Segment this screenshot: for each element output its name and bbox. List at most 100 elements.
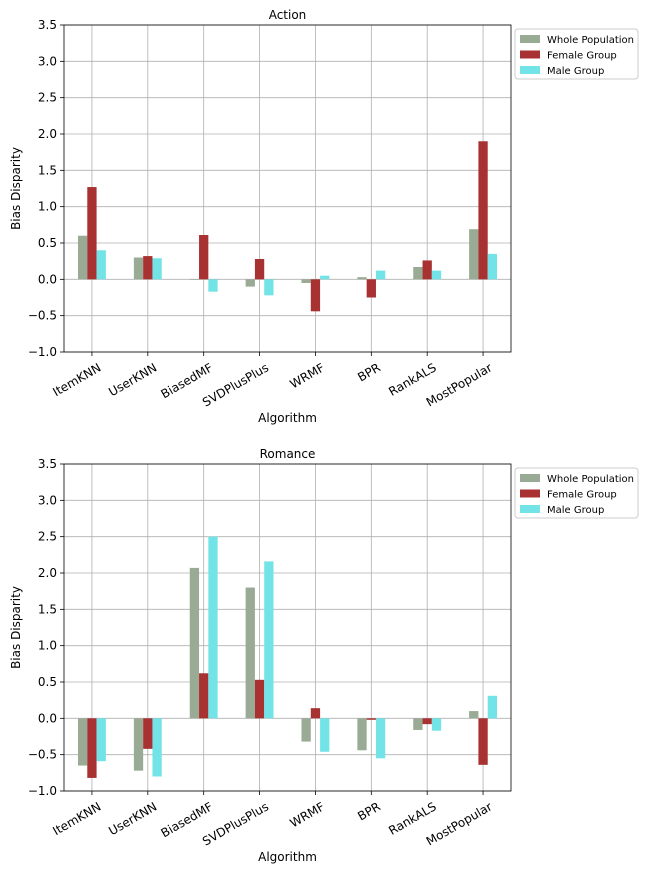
x-tick-label: UserKNN (106, 360, 159, 399)
bar-female-group (199, 673, 209, 719)
bar-male-group (431, 718, 442, 731)
y-tick-label: 2.0 (38, 127, 57, 141)
bar-male-group (431, 270, 442, 280)
bar-male-group (208, 279, 218, 292)
y-tick-label: 0.0 (38, 711, 57, 725)
legend-swatch (520, 489, 540, 498)
y-tick-label: 3.0 (38, 493, 57, 507)
plot-frame (63, 24, 512, 353)
bar-female-group (366, 718, 376, 720)
bar-female-group (87, 187, 97, 280)
x-axis-label: Algorithm (258, 850, 317, 864)
bar-whole-population (77, 718, 88, 766)
bar-male-group (96, 250, 106, 280)
x-tick-label: ItemKNN (50, 799, 103, 838)
bar-whole-population (413, 718, 423, 730)
y-tick-label: 0.0 (38, 272, 57, 286)
bar-male-group (375, 270, 386, 280)
bar-female-group (478, 141, 488, 280)
chart-title: Romance (260, 447, 316, 461)
bar-whole-population (301, 718, 311, 742)
bar-whole-population (357, 718, 367, 751)
legend: Whole Population Female Group Male Group (514, 467, 639, 519)
bar-male-group (487, 695, 498, 719)
bar-whole-population (357, 277, 367, 280)
chart-romance: Romance −1.0 −0.5 0.0 0.5 1.0 1.5 2.0 2.5 3.0 3.5 I… (9, 447, 639, 864)
chart-action: Action −1.0 −0.5 0.0 0.5 1.0 1.5 2.0 2.5 3.0 3.5 It… (9, 8, 639, 425)
bar-whole-population (469, 229, 479, 280)
y-axis-label: Bias Disparity (9, 147, 23, 230)
bar-whole-population (133, 718, 144, 771)
bar-female-group (254, 679, 265, 719)
y-tick-label: 1.5 (38, 602, 57, 616)
x-tick-label: ItemKNN (50, 360, 103, 399)
bar-male-group (487, 253, 498, 280)
bar-male-group (96, 718, 106, 762)
y-tick-label: 1.5 (38, 163, 57, 177)
x-tick-label: WRMF (287, 360, 327, 391)
legend-box (514, 467, 639, 519)
y-tick-label: −0.5 (28, 748, 57, 762)
chart-title: Action (269, 8, 307, 22)
y-tick-label: 0.5 (38, 675, 57, 689)
legend: Whole Population Female Group Male Group (514, 28, 639, 80)
x-tick-label: WRMF (287, 799, 327, 830)
x-tick-label: BPR (355, 799, 383, 823)
bar-female-group (422, 260, 432, 280)
legend-swatch (520, 35, 540, 43)
y-tick-label: 1.0 (38, 200, 57, 214)
legend-swatch (520, 505, 540, 513)
bar-whole-population (245, 587, 255, 719)
legend-swatch (520, 474, 540, 482)
y-tick-label: 1.0 (38, 639, 57, 653)
bar-male-group (152, 718, 162, 777)
bar-male-group (375, 718, 386, 759)
bar-whole-population (469, 711, 479, 719)
bar-female-group (87, 718, 97, 778)
legend-entry: Female Group (547, 490, 617, 501)
bar-female-group (143, 256, 153, 280)
y-tick-label: −0.5 (28, 309, 57, 323)
bar-female-group (422, 718, 432, 725)
bar-male-group (264, 279, 274, 296)
bar-female-group (478, 718, 488, 765)
bar-whole-population (189, 567, 200, 719)
bar-whole-population (245, 279, 255, 287)
bar-female-group (366, 279, 376, 298)
y-tick-label: 3.5 (38, 18, 57, 32)
bar-whole-population (133, 257, 144, 280)
y-axis-label: Bias Disparity (9, 586, 23, 669)
legend-entry: Male Group (547, 505, 604, 516)
legend-entry: Whole Population (547, 474, 634, 485)
y-tick-label: 0.5 (38, 236, 57, 250)
legend-swatch (520, 66, 540, 74)
bar-male-group (152, 258, 162, 280)
bar-whole-population (189, 279, 200, 280)
bar-male-group (208, 536, 218, 719)
bar-female-group (310, 279, 321, 312)
bar-female-group (254, 258, 265, 280)
bar-male-group (264, 561, 274, 719)
y-tick-label: 3.5 (38, 457, 57, 471)
x-axis-label: Algorithm (258, 411, 317, 425)
bar-whole-population (301, 279, 311, 283)
legend-entry: Male Group (547, 66, 604, 77)
bar-female-group (199, 235, 209, 280)
bar-whole-population (413, 266, 423, 280)
legend-box (514, 28, 639, 80)
y-tick-label: 2.5 (38, 530, 57, 544)
legend-entry: Female Group (547, 51, 617, 62)
y-tick-label: 2.0 (38, 566, 57, 580)
legend-entry: Whole Population (547, 35, 634, 46)
x-tick-label: BPR (355, 360, 383, 384)
bar-female-group (310, 708, 321, 719)
plot-frame (63, 463, 512, 792)
bar-whole-population (77, 235, 88, 280)
bar-male-group (320, 275, 330, 280)
y-tick-label: −1.0 (28, 345, 57, 359)
legend-swatch (520, 50, 540, 59)
y-tick-label: 3.0 (38, 54, 57, 68)
bar-female-group (143, 718, 153, 749)
x-tick-label: UserKNN (106, 799, 159, 838)
